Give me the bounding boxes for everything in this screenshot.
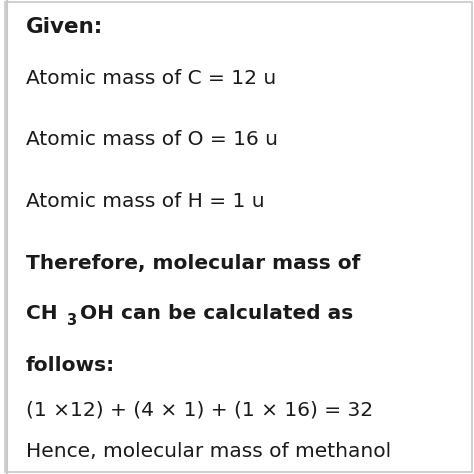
- Text: OH can be calculated as: OH can be calculated as: [80, 304, 353, 323]
- Text: 3: 3: [67, 313, 77, 328]
- Text: Atomic mass of H = 1 u: Atomic mass of H = 1 u: [26, 192, 264, 211]
- Text: Atomic mass of C = 12 u: Atomic mass of C = 12 u: [26, 69, 276, 88]
- Text: Given:: Given:: [26, 17, 103, 36]
- Text: Atomic mass of O = 16 u: Atomic mass of O = 16 u: [26, 130, 278, 149]
- Text: (1 ×12) + (4 × 1) + (1 × 16) = 32: (1 ×12) + (4 × 1) + (1 × 16) = 32: [26, 401, 373, 419]
- Text: Hence, molecular mass of methanol: Hence, molecular mass of methanol: [26, 442, 391, 461]
- Text: follows:: follows:: [26, 356, 115, 375]
- Text: Therefore, molecular mass of: Therefore, molecular mass of: [26, 254, 360, 273]
- Text: CH: CH: [26, 304, 58, 323]
